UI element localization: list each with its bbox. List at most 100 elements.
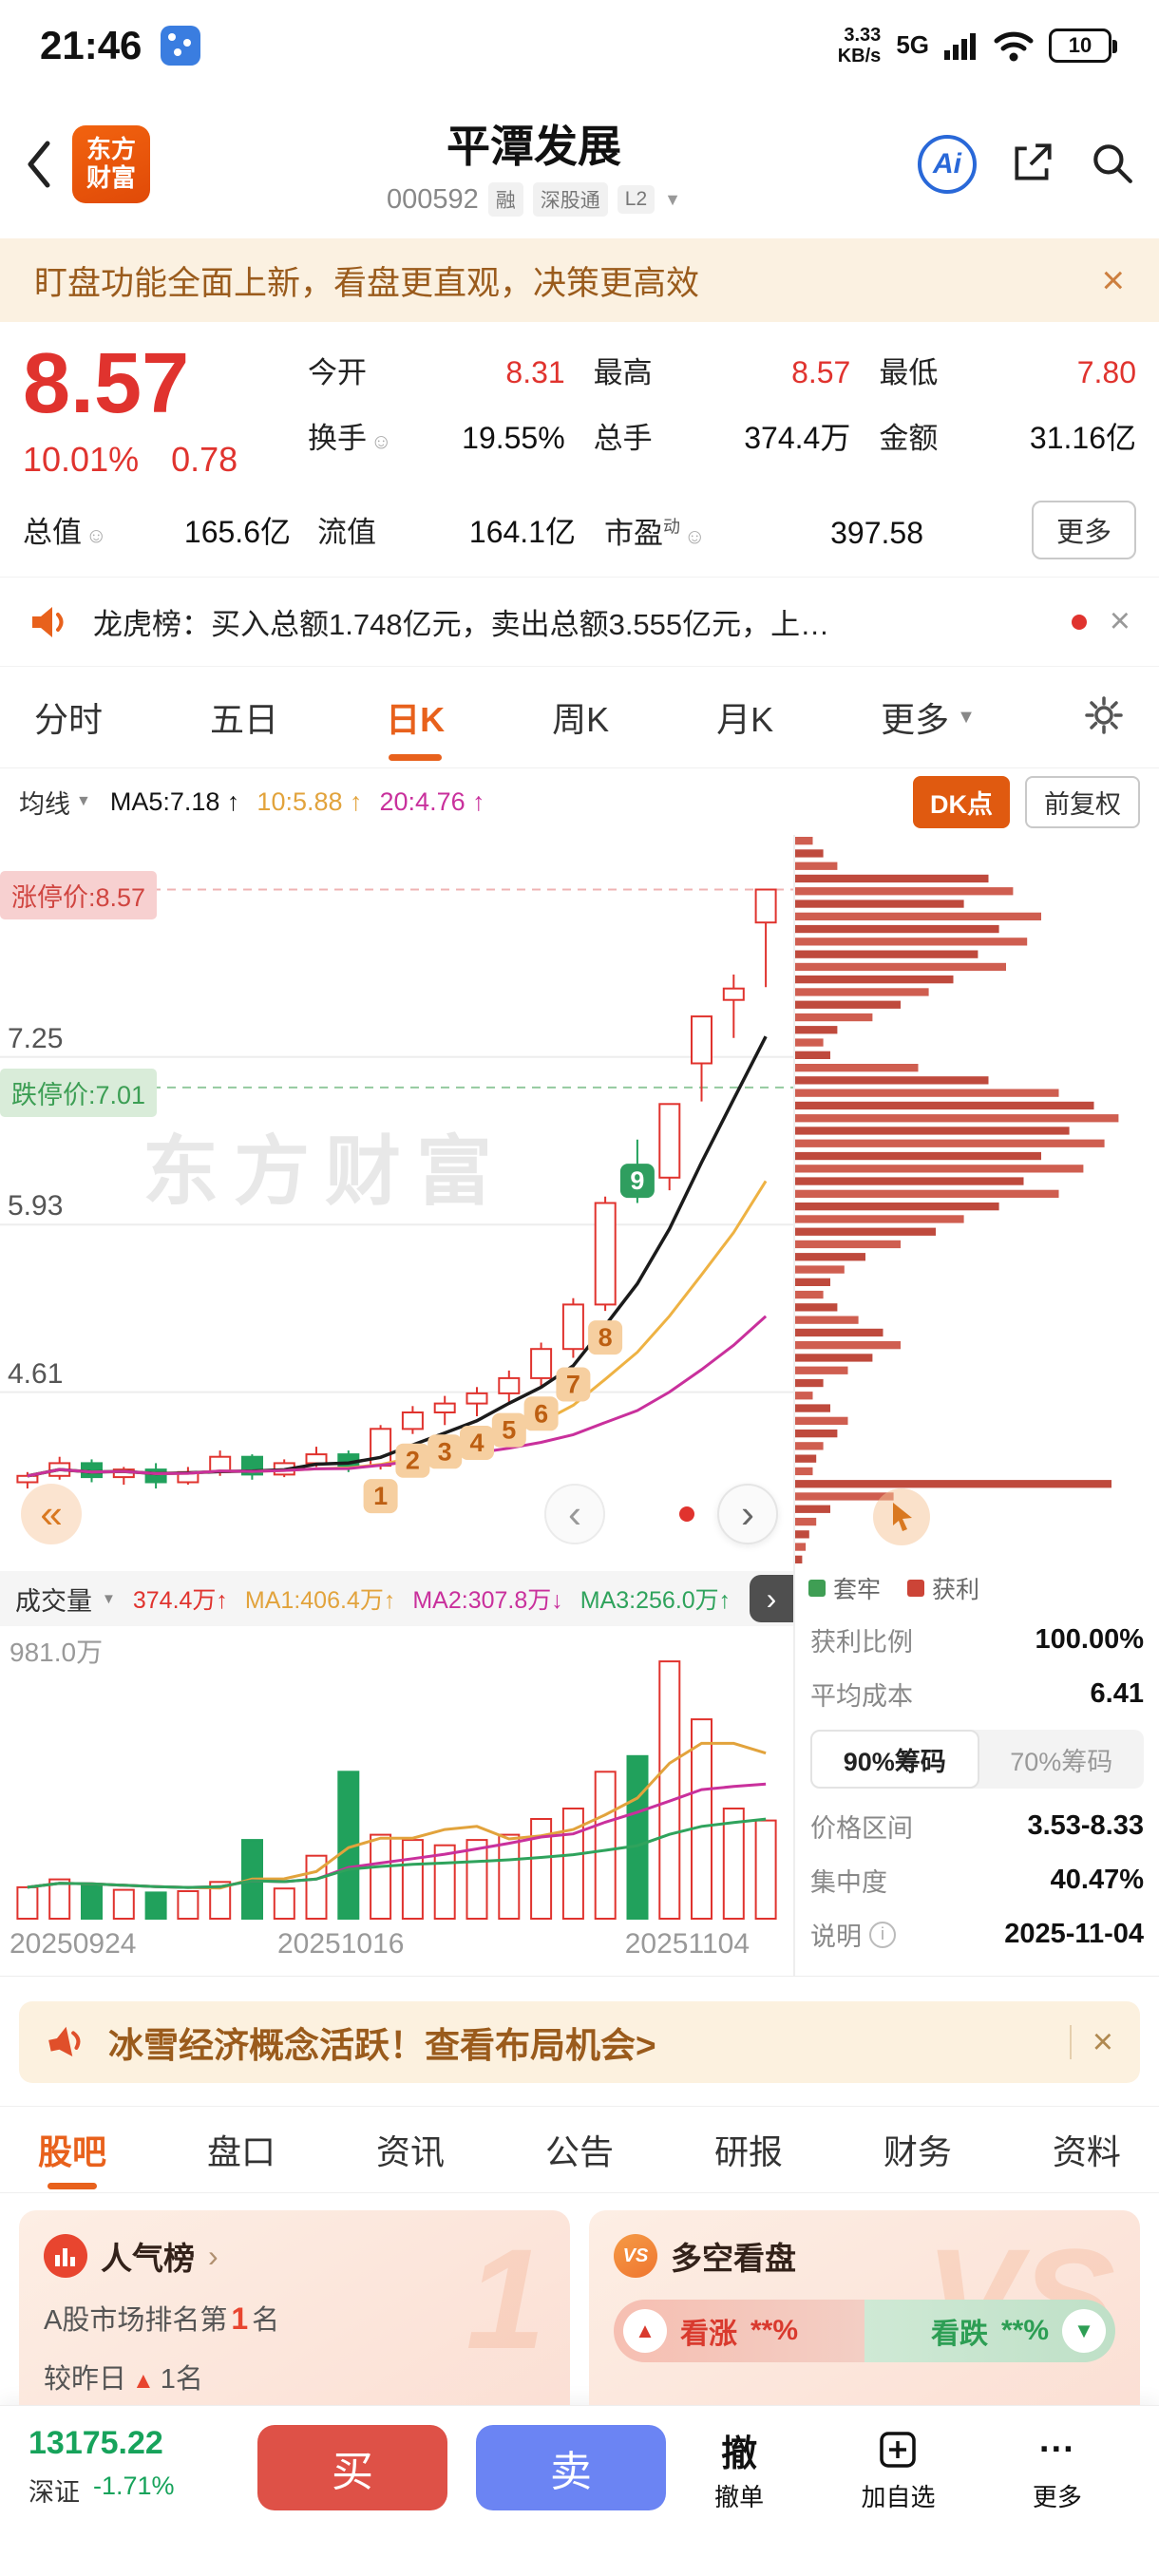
info-smiley-icon[interactable]: ☺ bbox=[684, 523, 706, 548]
bull-arrow-icon: ▲ bbox=[623, 2309, 667, 2353]
popularity-icon bbox=[44, 2234, 87, 2278]
tab-70-chips[interactable]: 70%筹码 bbox=[1010, 1747, 1113, 1776]
ai-assistant-button[interactable]: Ai bbox=[918, 135, 977, 194]
tab-more[interactable]: 更多 ▼ bbox=[881, 700, 976, 739]
volume-ma3: MA3:256.0万↑ bbox=[580, 1587, 732, 1614]
connect-tag: 深股通 bbox=[532, 182, 608, 217]
tab-monthly-k[interactable]: 月K bbox=[716, 700, 774, 739]
expand-indicator-button[interactable]: › bbox=[750, 1575, 793, 1622]
chevron-down-icon: ▼ bbox=[957, 706, 976, 728]
bear-arrow-icon: ▼ bbox=[1062, 2309, 1106, 2353]
app-header: 东方 财富 平潭发展 000592 融 深股通 L2 ▼ Ai bbox=[0, 90, 1159, 238]
stat-float-cap: 流值 164.1亿 bbox=[317, 515, 576, 549]
dk-point-button[interactable]: DK点 bbox=[913, 775, 1010, 828]
eastmoney-logo[interactable]: 东方 财富 bbox=[72, 125, 150, 203]
bear-value: **% bbox=[1000, 2315, 1049, 2346]
svg-text:7: 7 bbox=[566, 1371, 580, 1399]
watermark: 东方财富 bbox=[142, 1129, 507, 1214]
tab-weekly-k[interactable]: 周K bbox=[552, 700, 610, 739]
long-short-card[interactable]: VS VS 多空看盘 ▲ 看涨 **% 看跌 **% ▼ bbox=[589, 2210, 1140, 2405]
svg-text:8: 8 bbox=[598, 1323, 613, 1352]
chip-canvas[interactable] bbox=[795, 835, 1159, 1566]
note-row: 说明 i 2025-11-04 bbox=[810, 1919, 1144, 1951]
volume-canvas[interactable] bbox=[0, 1626, 793, 1921]
profit-ratio-row: 获利比例 100.00% bbox=[810, 1624, 1144, 1657]
back-chevron-icon bbox=[28, 141, 50, 188]
bear-side[interactable]: 看跌 **% ▼ bbox=[864, 2300, 1115, 2362]
cancel-order-button[interactable]: 撤 撤单 bbox=[714, 2427, 764, 2513]
tab-order-book[interactable]: 盘口 bbox=[206, 2132, 276, 2171]
tab-research[interactable]: 研报 bbox=[713, 2132, 783, 2171]
stat-total-lots: 总手 374.4万 bbox=[593, 421, 851, 455]
close-icon[interactable]: × bbox=[1109, 601, 1130, 641]
more-stats-button[interactable]: 更多 bbox=[1031, 501, 1136, 559]
promo-banner[interactable]: 冰雪经济概念活跃！查看布局机会> × bbox=[19, 2001, 1140, 2083]
chevron-down-icon[interactable]: ▼ bbox=[664, 189, 681, 209]
speaker-icon bbox=[32, 606, 64, 637]
volume-chart[interactable]: 981.0万 bbox=[0, 1626, 793, 1921]
popularity-card[interactable]: 1 人气榜 › A股市场排名第 1 名 较昨日 ▲ 1名 bbox=[19, 2210, 570, 2405]
ma-selector[interactable]: 均线 ▼ bbox=[19, 789, 91, 819]
volume-title[interactable]: 成交量 bbox=[15, 1586, 92, 1616]
back-button[interactable] bbox=[25, 140, 66, 189]
tab-minute[interactable]: 分时 bbox=[34, 700, 104, 739]
scroll-left-button[interactable]: ‹ bbox=[544, 1484, 605, 1544]
index-quote[interactable]: 13175.22 深证 -1.71% bbox=[28, 2425, 252, 2509]
sell-button[interactable]: 卖 bbox=[476, 2425, 666, 2510]
kline-header: 均线 ▼ MA5:7.18 ↑ 10:5.88 ↑ 20:4.76 ↑ DK点 … bbox=[0, 768, 1159, 835]
status-app-icon bbox=[161, 25, 201, 66]
tab-announcements[interactable]: 公告 bbox=[544, 2132, 614, 2171]
current-price: 8.57 bbox=[23, 336, 190, 431]
legend-profit: 获利 bbox=[907, 1571, 979, 1605]
card-title: 多空看盘 bbox=[671, 2241, 796, 2276]
promo-text[interactable]: 冰雪经济概念活跃！查看布局机会> bbox=[108, 2026, 656, 2065]
tab-five-day[interactable]: 五日 bbox=[210, 700, 279, 739]
locate-cursor-button[interactable] bbox=[873, 1488, 930, 1545]
notice-banner[interactable]: 盯盘功能全面上新，看盘更直观，决策更高效 × bbox=[0, 238, 1159, 322]
more-actions-button[interactable]: ··· 更多 bbox=[1033, 2427, 1082, 2513]
stat-pe-ratio: 市盈动 ☺ 397.58 bbox=[604, 515, 923, 550]
tab-daily-k[interactable]: 日K bbox=[386, 692, 445, 742]
chip-chart[interactable] bbox=[795, 835, 1159, 1566]
tab-profile[interactable]: 资料 bbox=[1052, 2132, 1121, 2171]
divider bbox=[1069, 2025, 1072, 2059]
add-watchlist-button[interactable]: 加自选 bbox=[861, 2427, 936, 2513]
chip-date: 2025-11-04 bbox=[1004, 1919, 1144, 1949]
chip-distribution-panel: 套牢 获利 获利比例 100.00% 平均成本 6.41 90%筹码 bbox=[793, 835, 1159, 1976]
card-watermark: 1 bbox=[466, 2219, 545, 2378]
price-block: 8.57 10.01% 0.78 bbox=[23, 341, 308, 480]
forward-adjust-button[interactable]: 前复权 bbox=[1025, 775, 1140, 828]
tab-news[interactable]: 资讯 bbox=[375, 2132, 445, 2171]
share-button[interactable] bbox=[1009, 139, 1056, 191]
rank-change-line: 较昨日 ▲ 1名 bbox=[44, 2364, 203, 2395]
chip-legend: 套牢 获利 bbox=[795, 1566, 1159, 1610]
close-icon[interactable]: × bbox=[1101, 257, 1125, 302]
scroll-left-fast-button[interactable]: « bbox=[21, 1484, 82, 1544]
close-icon[interactable]: × bbox=[1092, 2021, 1113, 2062]
buy-button[interactable]: 买 bbox=[257, 2425, 447, 2510]
network-speed-unit: KB/s bbox=[837, 45, 882, 66]
info-smiley-icon[interactable]: ☺ bbox=[370, 429, 392, 453]
scroll-right-button[interactable]: › bbox=[717, 1484, 778, 1544]
y-axis-label: 4.61 bbox=[8, 1358, 64, 1390]
long-short-gauge[interactable]: ▲ 看涨 **% 看跌 **% ▼ bbox=[614, 2300, 1115, 2362]
info-icon[interactable]: i bbox=[869, 1921, 896, 1948]
limit-down-label: 跌停价:7.01 bbox=[0, 1069, 158, 1117]
tab-guba[interactable]: 股吧 bbox=[38, 2125, 106, 2174]
tab-90-chips[interactable]: 90%筹码 bbox=[810, 1730, 979, 1789]
cancel-glyph-icon: 撤 bbox=[721, 2434, 758, 2474]
news-ticker[interactable]: 龙虎榜：买入总额1.748亿元，卖出总额3.555亿元，上… × bbox=[0, 577, 1159, 667]
chart-settings-button[interactable] bbox=[1083, 694, 1125, 741]
search-button[interactable] bbox=[1089, 140, 1134, 190]
axis-date: 20250924 bbox=[10, 1928, 137, 1960]
svg-text:5: 5 bbox=[502, 1416, 516, 1445]
svg-text:4: 4 bbox=[469, 1429, 484, 1457]
tab-financials[interactable]: 财务 bbox=[883, 2132, 952, 2171]
info-smiley-icon[interactable]: ☺ bbox=[86, 523, 107, 547]
logo-line1: 东方 bbox=[86, 135, 136, 164]
stock-header[interactable]: 平潭发展 000592 融 深股通 L2 ▼ bbox=[150, 112, 918, 217]
bull-side[interactable]: ▲ 看涨 **% bbox=[614, 2300, 864, 2362]
